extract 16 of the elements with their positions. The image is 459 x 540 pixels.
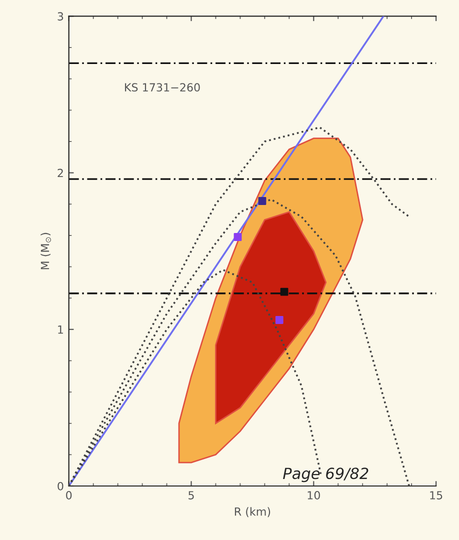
point xyxy=(258,197,266,205)
y-tick-label: 3 xyxy=(58,12,64,21)
annotation: Page 69/82 xyxy=(283,468,368,482)
x-axis-title: R (km) xyxy=(234,507,270,518)
y-tick-label: 2 xyxy=(58,168,63,178)
x-tick-label: 0 xyxy=(66,491,72,500)
x-tick-label: 10 xyxy=(308,491,320,500)
x-tick-label: 5 xyxy=(188,491,194,500)
y-tick-label: 0 xyxy=(58,482,64,490)
annotation: KS 1731−260 xyxy=(125,83,200,92)
y-tick-label: 1 xyxy=(58,326,63,334)
y-axis-title: M (M$_{⊙}$) xyxy=(40,232,51,270)
point xyxy=(234,233,242,241)
point xyxy=(275,316,284,324)
x-tick-label: 15 xyxy=(430,491,442,500)
point xyxy=(280,288,288,296)
